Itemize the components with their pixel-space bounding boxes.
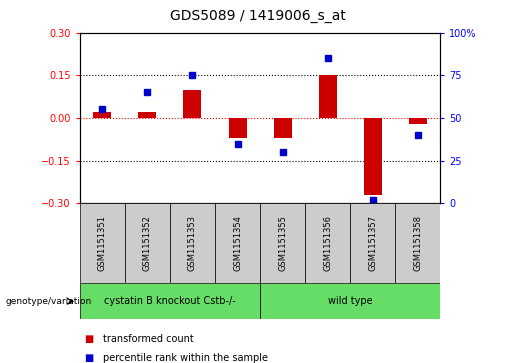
Text: percentile rank within the sample: percentile rank within the sample — [103, 352, 268, 363]
Text: GSM1151353: GSM1151353 — [188, 215, 197, 271]
Bar — [260, 283, 440, 319]
Text: genotype/variation: genotype/variation — [5, 297, 91, 306]
Text: GSM1151352: GSM1151352 — [143, 215, 152, 271]
Text: GSM1151355: GSM1151355 — [278, 215, 287, 271]
Bar — [350, 203, 396, 283]
Text: ■: ■ — [85, 334, 97, 344]
Text: ■: ■ — [85, 352, 97, 363]
Bar — [170, 203, 215, 283]
Text: transformed count: transformed count — [103, 334, 194, 344]
Text: GSM1151357: GSM1151357 — [368, 215, 377, 271]
Text: cystatin B knockout Cstb-/-: cystatin B knockout Cstb-/- — [104, 296, 236, 306]
Bar — [364, 118, 382, 195]
Bar — [125, 203, 170, 283]
Bar — [305, 203, 350, 283]
Bar — [396, 203, 440, 283]
Text: GSM1151351: GSM1151351 — [98, 215, 107, 271]
Bar — [273, 118, 291, 138]
Bar — [183, 90, 201, 118]
Text: wild type: wild type — [328, 296, 372, 306]
Text: GSM1151356: GSM1151356 — [323, 215, 332, 271]
Text: GSM1151358: GSM1151358 — [414, 215, 422, 271]
Bar — [260, 203, 305, 283]
Bar — [139, 112, 157, 118]
Bar — [80, 283, 260, 319]
Bar — [409, 118, 427, 124]
Bar — [80, 203, 125, 283]
Text: GDS5089 / 1419006_s_at: GDS5089 / 1419006_s_at — [169, 9, 346, 23]
Bar — [215, 203, 260, 283]
Bar — [229, 118, 247, 138]
Text: GSM1151354: GSM1151354 — [233, 215, 242, 271]
Bar — [93, 112, 111, 118]
Bar — [319, 76, 337, 118]
